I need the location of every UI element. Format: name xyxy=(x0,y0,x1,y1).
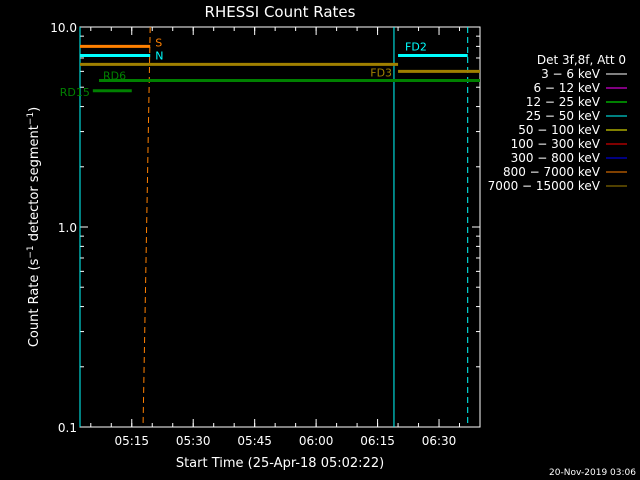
x-axis: 05:15 05:30 05:45 06:00 06:15 06:30 xyxy=(90,27,481,448)
flag-bar-label: RD6 xyxy=(103,70,126,83)
y-tick-label: 0.1 xyxy=(58,421,77,435)
y-axis: 10.0 1.0 0.1 xyxy=(50,21,480,435)
flag-bars: SN FD2 FD3 RD6 RD15 xyxy=(60,36,480,99)
y-axis-label-sup1: −1 xyxy=(26,245,36,258)
flag-bar-label: N xyxy=(155,50,163,63)
x-tick-label: 05:30 xyxy=(176,434,211,448)
y-axis-label-part1: Count Rate (s xyxy=(27,258,42,347)
flag-bar-label: FD2 xyxy=(405,41,427,54)
legend-header: Det 3f,8f, Att 0 xyxy=(537,53,626,67)
chart-title: RHESSI Count Rates xyxy=(205,3,356,21)
flag-bar-label: RD15 xyxy=(60,86,90,99)
x-tick-label: 06:00 xyxy=(299,434,334,448)
y-axis-label-part3: ) xyxy=(27,107,42,112)
legend-entry-label: 25 − 50 keV xyxy=(526,109,601,123)
legend-entry-label: 12 − 25 keV xyxy=(526,95,601,109)
legend-entry-label: 50 − 100 keV xyxy=(518,123,601,137)
y-axis-label-sup2: −1 xyxy=(26,112,36,125)
y-axis-label-part2: detector segment xyxy=(27,125,42,245)
x-tick-label: 06:30 xyxy=(422,434,457,448)
flag-bar-label: S xyxy=(155,36,162,49)
legend-entry-label: 6 − 12 keV xyxy=(533,81,600,95)
y-axis-label: Count Rate (s−1 detector segment−1) xyxy=(26,107,42,347)
legend-entry-label: 300 − 800 keV xyxy=(511,151,601,165)
flag-bar-label: FD3 xyxy=(370,66,392,79)
x-tick-label: 05:15 xyxy=(114,434,149,448)
y-tick-label: 1.0 xyxy=(58,221,77,235)
legend-entry-label: 100 − 300 keV xyxy=(511,137,601,151)
footer-timestamp: 20-Nov-2019 03:06 xyxy=(549,468,636,478)
vertical-markers xyxy=(79,26,469,428)
x-axis-label: Start Time (25-Apr-18 05:02:22) xyxy=(176,456,384,471)
legend-entry-label: 7000 − 15000 keV xyxy=(488,179,601,193)
vertical-marker-line xyxy=(142,26,151,428)
legend-entry-label: 800 − 7000 keV xyxy=(503,165,601,179)
legend-entry-label: 3 − 6 keV xyxy=(541,67,601,81)
y-tick-label: 10.0 xyxy=(50,21,77,35)
x-tick-label: 06:15 xyxy=(360,434,395,448)
x-tick-label: 05:45 xyxy=(237,434,272,448)
